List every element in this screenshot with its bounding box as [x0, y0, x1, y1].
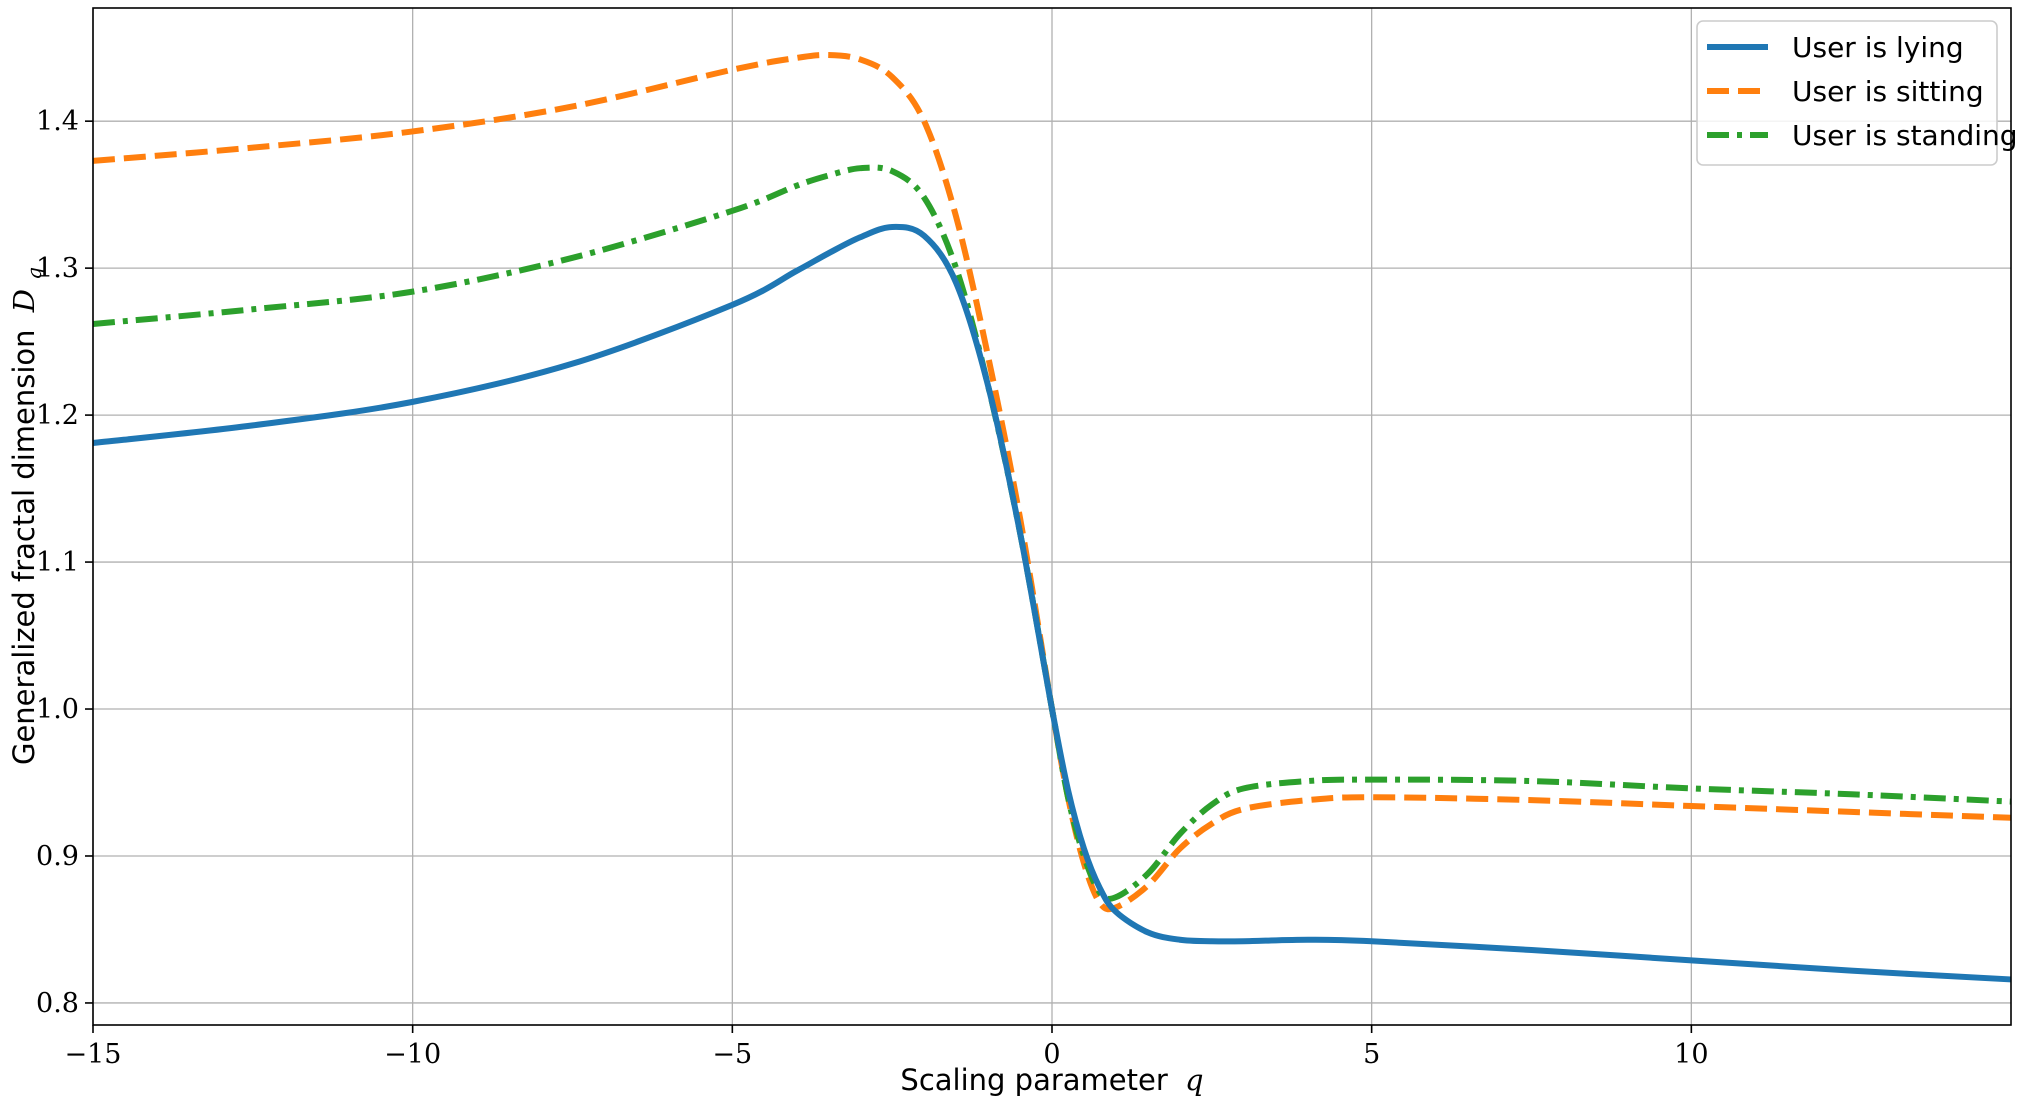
y-axis-label: Generalized fractal dimension D q: [7, 267, 46, 765]
legend-entry-label: User is sitting: [1792, 75, 1984, 108]
series-line-user-is-lying: [92, 223, 2012, 983]
x-tick-label: 10: [1674, 1039, 1708, 1070]
y-tick-label: 1.3: [36, 253, 79, 284]
y-tick-label: 1.1: [36, 547, 79, 578]
y-axis-label-symbol: D: [7, 289, 41, 313]
y-tick-label: 1.4: [36, 106, 79, 137]
y-tick-label: 0.8: [36, 988, 79, 1019]
legend-frame: [1696, 20, 1998, 166]
x-tick-label: 0: [1043, 1039, 1060, 1070]
x-tick-label: −5: [712, 1039, 752, 1070]
x-tick-label: −10: [384, 1039, 441, 1070]
x-axis-label-symbol: q: [1185, 1063, 1204, 1097]
legend-entry-label: User is standing: [1792, 119, 2018, 152]
series-lines: [92, 51, 2012, 983]
y-axis-label-subscript: q: [22, 267, 46, 280]
x-tick-label: −15: [65, 1039, 122, 1070]
legend: User is lying User is sitting User is stan…: [1696, 20, 2018, 166]
x-tick-label: 5: [1363, 1039, 1380, 1070]
legend-entry-label: User is lying: [1792, 31, 1964, 64]
y-tick-label: 1.2: [36, 400, 79, 431]
x-axis-label: Scaling parameter q: [900, 1063, 1203, 1097]
y-tick-label: 0.9: [36, 841, 79, 872]
x-axis-ticks: −15 −10 −5 0 5 10: [65, 1025, 1709, 1070]
y-axis-ticks: 0.8 0.9 1.0 1.1 1.2 1.3 1.4: [36, 106, 93, 1019]
y-tick-label: 1.0: [36, 694, 79, 725]
x-axis-label-text: Scaling parameter: [900, 1063, 1167, 1097]
y-axis-label-text: Generalized fractal dimension: [7, 329, 41, 765]
